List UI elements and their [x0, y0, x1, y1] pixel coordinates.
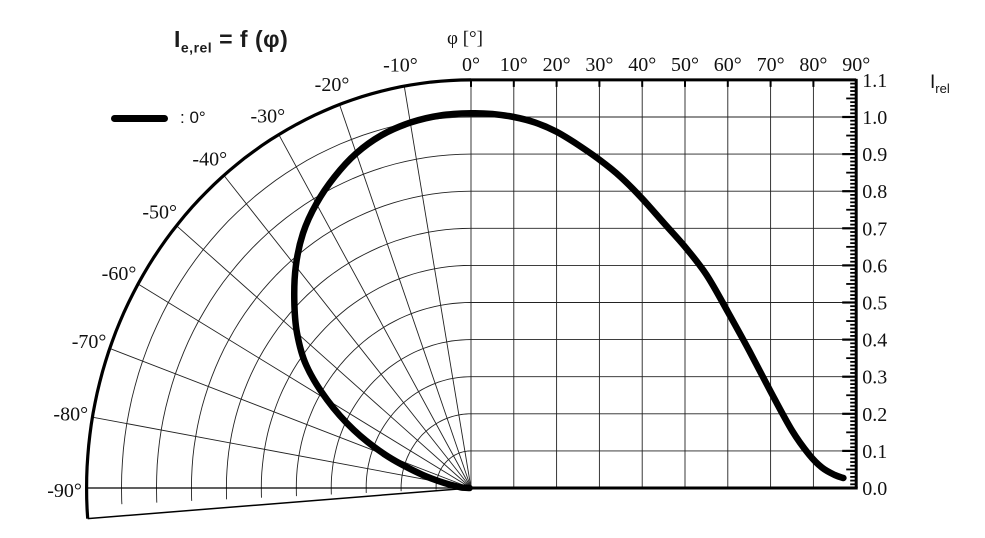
irel-tick-label: 0.6	[862, 255, 887, 277]
polar-angle-label: -30°	[250, 106, 285, 128]
phi-axis-label: φ [°]	[447, 28, 483, 49]
polar-outer-arc	[84, 78, 472, 519]
irel-tick-label: 0.8	[862, 181, 887, 203]
phi-tick-label: 30°	[585, 54, 613, 76]
legend-label: : 0°	[180, 108, 206, 127]
phi-tick-label: 10°	[500, 54, 528, 76]
phi-tick-label: 80°	[799, 54, 827, 76]
polar-spoke	[176, 225, 472, 489]
phi-tick-label: 40°	[628, 54, 656, 76]
irel-axis-label: Irel	[930, 72, 950, 96]
polar-wedge-line	[87, 487, 472, 520]
polar-grid-arc	[121, 116, 472, 505]
polar-grid-arc	[365, 376, 472, 493]
irel-tick-label: 0.3	[862, 367, 887, 389]
polar-spoke	[278, 134, 472, 489]
polar-grid-arc	[156, 153, 472, 503]
polar-angle-label: -40°	[192, 149, 227, 171]
polar-grid-arc	[400, 413, 471, 492]
polar-angle-label: -70°	[72, 331, 107, 353]
title-symbol: I	[174, 26, 181, 52]
irel-tick-label: 0.9	[862, 144, 887, 166]
polar-spoke	[339, 104, 472, 489]
polar-grid-arc	[260, 264, 472, 498]
phi-tick-label: 60°	[714, 54, 742, 76]
legend: : 0°	[111, 106, 206, 130]
irel-symbol: I	[930, 72, 936, 93]
polar-spoke	[137, 283, 472, 489]
irel-tick-label: 0.1	[862, 441, 887, 463]
polar-spoke	[109, 348, 472, 489]
irel-tick-label: 0.5	[862, 293, 887, 315]
phi-tick-label: 50°	[671, 54, 699, 76]
polar-grid-arc	[295, 302, 472, 497]
polar-angle-label: -80°	[53, 403, 88, 425]
polar-spoke	[403, 86, 472, 489]
irel-tick-label: 0.4	[862, 330, 887, 352]
irel-tick-label: 0.2	[862, 404, 887, 426]
chart-title: Ie,rel = f (φ)	[174, 26, 288, 56]
irel-tick-label: 0.0	[862, 478, 887, 500]
polar-angle-label: -50°	[142, 202, 177, 224]
polar-angle-label: -20°	[315, 74, 350, 96]
phi-tick-label: 70°	[757, 54, 785, 76]
title-subscript: e,rel	[180, 39, 213, 56]
irel-tick-label: 0.7	[862, 218, 887, 240]
radiation-curve	[290, 109, 847, 492]
phi-tick-label: 20°	[543, 54, 571, 76]
polar-angle-label: -90°	[47, 480, 82, 502]
phi-tick-label: 0°	[462, 54, 480, 76]
polar-spoke	[223, 175, 472, 489]
irel-subscript: rel	[935, 80, 950, 96]
polar-grid-arc	[330, 339, 472, 495]
series-line-swatch	[111, 114, 168, 122]
polar-angle-label: -10°	[383, 54, 418, 76]
irel-tick-label: 1.1	[862, 70, 887, 92]
polar-angle-label: -60°	[102, 263, 137, 285]
irel-tick-label: 1.0	[862, 107, 887, 129]
polar-grid-arc	[190, 190, 472, 501]
title-function: = f (φ)	[212, 26, 289, 52]
polar-spoke	[92, 416, 472, 489]
phi-tick-label: 90°	[842, 54, 870, 76]
